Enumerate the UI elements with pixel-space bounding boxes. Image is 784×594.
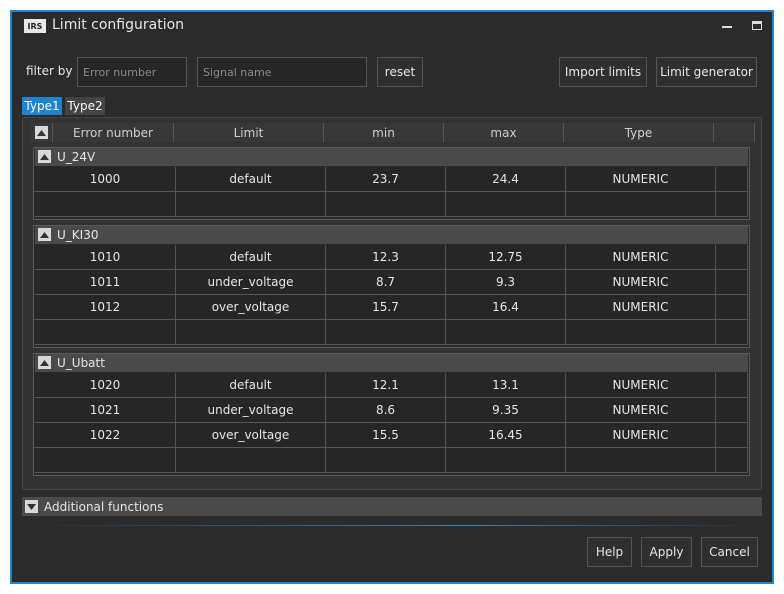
generator-button[interactable]: Limit generator: [656, 57, 757, 87]
table-cell: default: [176, 167, 326, 192]
empty-cell: [35, 192, 176, 217]
separator: [22, 525, 762, 526]
empty-cell: [566, 448, 716, 473]
table-cell: over_voltage: [176, 295, 326, 320]
empty-cell: [716, 270, 748, 295]
minimize-button[interactable]: [722, 26, 732, 28]
collapse-button[interactable]: [35, 126, 48, 139]
empty-cell: [35, 448, 176, 473]
additional-label: Additional functions: [44, 499, 164, 514]
table-cell: 12.3: [326, 245, 446, 270]
table-cell: 15.5: [326, 423, 446, 448]
column-header[interactable]: max: [444, 123, 564, 142]
filter-label: filter by: [26, 64, 73, 78]
empty-cell: [326, 320, 446, 345]
dialog-button[interactable]: Cancel: [701, 537, 758, 567]
table-cell: 13.1: [446, 373, 566, 398]
table-cell: NUMERIC: [566, 398, 716, 423]
arrow: [40, 359, 49, 366]
expand-icon[interactable]: [25, 500, 38, 513]
maximize-button[interactable]: [752, 21, 762, 30]
table-cell: 1012: [35, 295, 176, 320]
column-header[interactable]: Limit: [174, 123, 324, 142]
group-header[interactable]: U_KI30: [35, 226, 748, 244]
table-cell: 1011: [35, 270, 176, 295]
table-cell: 15.7: [326, 295, 446, 320]
arrow: [27, 503, 36, 510]
table-cell: 8.6: [326, 398, 446, 423]
table-cell: 1010: [35, 245, 176, 270]
table-cell: default: [176, 245, 326, 270]
table-cell: 8.7: [326, 270, 446, 295]
table-cell: 16.45: [446, 423, 566, 448]
table-cell: 23.7: [326, 167, 446, 192]
empty-cell: [716, 423, 748, 448]
table-cell: 1022: [35, 423, 176, 448]
table-cell: 24.4: [446, 167, 566, 192]
table-cell: NUMERIC: [566, 270, 716, 295]
column-header[interactable]: Type: [564, 123, 714, 142]
empty-cell: [716, 448, 748, 473]
group-header[interactable]: U_24V: [35, 148, 748, 166]
empty-cell: [716, 320, 748, 345]
empty-cell: [716, 245, 748, 270]
column-header[interactable]: min: [324, 123, 444, 142]
empty-cell: [446, 192, 566, 217]
empty-cell: [716, 192, 748, 217]
collapse-button[interactable]: [38, 228, 51, 241]
arrow: [37, 129, 46, 136]
window-title: Limit configuration: [52, 17, 185, 33]
collapse-button[interactable]: [38, 150, 51, 163]
logo: IRS: [24, 19, 46, 33]
arrow: [40, 153, 49, 160]
empty-cell: [35, 320, 176, 345]
table-cell: NUMERIC: [566, 373, 716, 398]
table-cell: NUMERIC: [566, 295, 716, 320]
empty-cell: [326, 192, 446, 217]
empty-cell: [176, 320, 326, 345]
arrow: [40, 231, 49, 238]
dialog-button[interactable]: Apply: [641, 537, 692, 567]
group-header[interactable]: U_Ubatt: [35, 354, 748, 372]
table-cell: NUMERIC: [566, 167, 716, 192]
table-cell: 16.4: [446, 295, 566, 320]
table-cell: NUMERIC: [566, 423, 716, 448]
import-button[interactable]: Import limits: [559, 57, 647, 87]
empty-cell: [716, 167, 748, 192]
table-cell: 1000: [35, 167, 176, 192]
empty-cell: [326, 448, 446, 473]
table-cell: 12.75: [446, 245, 566, 270]
dialog-button[interactable]: Help: [587, 537, 632, 567]
table-cell: 9.35: [446, 398, 566, 423]
table-cell: default: [176, 373, 326, 398]
empty-cell: [446, 448, 566, 473]
tab[interactable]: Type1: [22, 97, 62, 115]
signal-name-input[interactable]: Signal name: [197, 57, 367, 87]
table-cell: under_voltage: [176, 398, 326, 423]
reset-button[interactable]: reset: [377, 57, 423, 87]
empty-cell: [716, 373, 748, 398]
table-cell: 1021: [35, 398, 176, 423]
empty-cell: [566, 192, 716, 217]
empty-cell: [176, 192, 326, 217]
empty-cell: [566, 320, 716, 345]
table-cell: under_voltage: [176, 270, 326, 295]
table-cell: 9.3: [446, 270, 566, 295]
tab[interactable]: Type2: [65, 97, 105, 115]
empty-cell: [176, 448, 326, 473]
table-cell: over_voltage: [176, 423, 326, 448]
additional-bar[interactable]: Additional functions: [22, 497, 762, 516]
empty-cell: [446, 320, 566, 345]
header-cell: [714, 123, 755, 142]
column-header[interactable]: Error number: [53, 123, 174, 142]
table-cell: 1020: [35, 373, 176, 398]
empty-cell: [716, 398, 748, 423]
error-number-input[interactable]: Error number: [77, 57, 187, 87]
table-cell: 12.1: [326, 373, 446, 398]
table-cell: NUMERIC: [566, 245, 716, 270]
empty-cell: [716, 295, 748, 320]
collapse-button[interactable]: [38, 356, 51, 369]
